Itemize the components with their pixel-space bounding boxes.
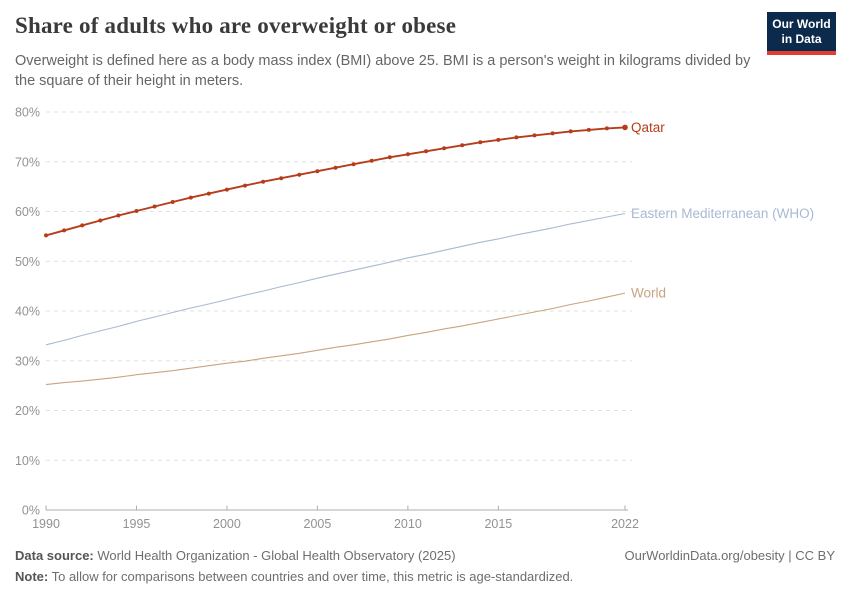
series-marker-qatar — [279, 176, 284, 181]
series-marker-qatar — [315, 169, 320, 174]
series-marker-qatar — [424, 149, 428, 154]
series-marker-qatar — [62, 228, 67, 233]
y-tick-label-0: 0% — [22, 504, 40, 518]
series-marker-qatar — [80, 223, 85, 228]
data-source-line: Data source: World Health Organization -… — [15, 548, 635, 563]
series-label-qatar: Qatar — [631, 120, 665, 135]
y-tick-label-10: 10% — [15, 454, 40, 468]
y-tick-label-20: 20% — [15, 404, 40, 418]
series-marker-qatar — [44, 233, 48, 238]
series-label-eastern-mediterranean-who: Eastern Mediterranean (WHO) — [631, 206, 814, 221]
data-source-text: World Health Organization - Global Healt… — [97, 548, 456, 563]
x-tick-label-2015: 2015 — [484, 517, 512, 531]
series-marker-qatar — [170, 200, 175, 204]
series-marker-qatar — [622, 124, 628, 131]
series-marker-qatar — [496, 137, 501, 142]
data-source-label: Data source: — [15, 548, 94, 563]
series-marker-qatar — [405, 152, 410, 157]
series-line-qatar — [45, 126, 626, 237]
series-marker-qatar — [586, 127, 591, 132]
x-tick-label-2005: 2005 — [304, 517, 332, 531]
x-tick-label-2022: 2022 — [611, 517, 639, 531]
y-tick-label-60: 60% — [15, 205, 40, 219]
series-line-world — [45, 292, 626, 386]
series-marker-qatar — [243, 183, 247, 188]
series-marker-qatar — [478, 140, 483, 145]
x-tick-label-2000: 2000 — [213, 517, 241, 531]
series-marker-qatar — [351, 162, 356, 167]
series-marker-qatar — [224, 187, 229, 192]
x-tick-label-1995: 1995 — [123, 517, 151, 531]
series-marker-qatar — [297, 172, 302, 177]
note-line: Note: To allow for comparisons between c… — [15, 569, 715, 584]
page-title: Share of adults who are overweight or ob… — [15, 13, 457, 38]
series-marker-qatar — [387, 155, 392, 160]
series-marker-qatar — [369, 158, 374, 163]
series-marker-qatar — [568, 129, 573, 134]
y-tick-label-70: 70% — [15, 155, 40, 169]
note-text: To allow for comparisons between countri… — [51, 569, 574, 584]
series-marker-qatar — [514, 135, 519, 140]
series-marker-qatar — [206, 191, 211, 196]
x-tick-label-2010: 2010 — [394, 517, 422, 531]
series-marker-qatar — [333, 165, 338, 170]
chart-subtitle: Overweight is defined here as a body mas… — [15, 53, 751, 89]
y-tick-label-80: 80% — [15, 106, 40, 120]
series-marker-qatar — [134, 209, 139, 213]
owid-logo-line1: Our World — [772, 16, 831, 31]
y-tick-label-50: 50% — [15, 255, 40, 269]
y-tick-label-40: 40% — [15, 305, 40, 319]
line-chart: 0% 10% 20% 30% 40% 50% 60% 70% 80% 1990 1995 2000 20… — [15, 106, 814, 532]
series-marker-qatar — [152, 204, 157, 209]
series-marker-qatar — [188, 195, 193, 200]
series-line-eastern-mediterranean-who — [45, 212, 626, 346]
series-marker-qatar — [261, 179, 266, 184]
series-marker-qatar — [460, 143, 465, 148]
x-tick-label-1990: 1990 — [32, 517, 60, 531]
series-marker-qatar — [98, 218, 103, 223]
note-label: Note: — [15, 569, 49, 584]
owid-url-link[interactable]: OurWorldinData.org/obesity | CC BY — [624, 548, 836, 563]
series-marker-qatar — [550, 131, 555, 136]
series-label-world: World — [631, 286, 666, 301]
series-marker-qatar — [532, 133, 537, 138]
series-marker-qatar — [604, 126, 609, 131]
series-marker-qatar — [442, 146, 447, 151]
y-tick-label-30: 30% — [15, 354, 40, 368]
owid-logo-line2: in Data — [781, 31, 822, 46]
series-marker-qatar — [116, 213, 121, 218]
owid-logo[interactable]: Our World in Data — [767, 12, 836, 55]
